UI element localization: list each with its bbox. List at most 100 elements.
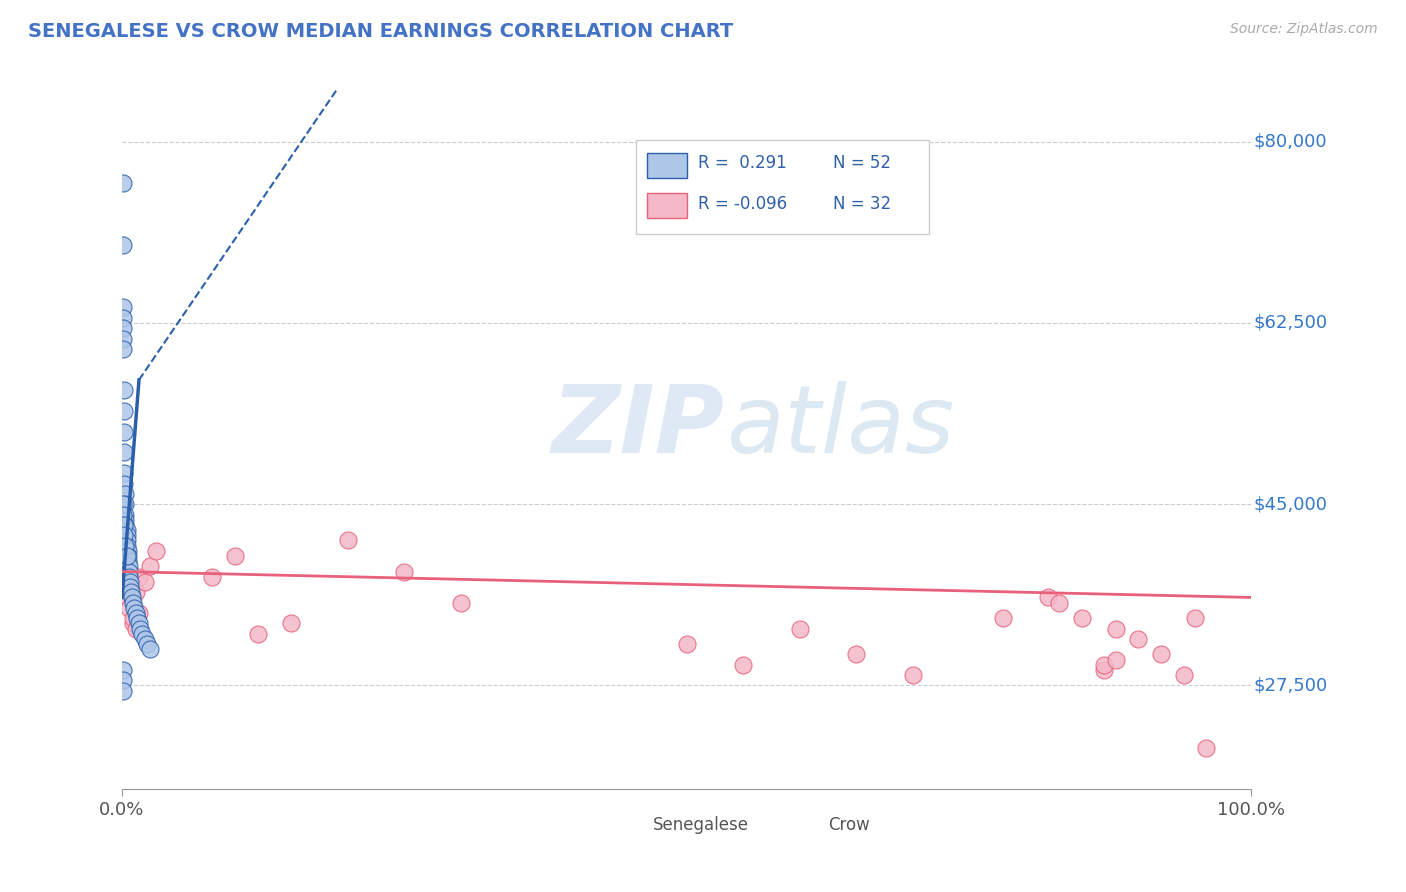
Point bbox=[115, 528, 138, 542]
Point bbox=[224, 549, 246, 563]
Point bbox=[112, 425, 135, 439]
Point bbox=[112, 528, 135, 542]
Text: R = -0.096: R = -0.096 bbox=[697, 195, 787, 213]
Text: SENEGALESE VS CROW MEDIAN EARNINGS CORRELATION CHART: SENEGALESE VS CROW MEDIAN EARNINGS CORRE… bbox=[28, 22, 734, 41]
Point bbox=[112, 673, 135, 688]
Point bbox=[114, 518, 136, 533]
Point bbox=[124, 585, 146, 599]
Point bbox=[128, 570, 150, 584]
Point bbox=[1094, 663, 1116, 677]
Point bbox=[120, 585, 142, 599]
FancyBboxPatch shape bbox=[647, 153, 686, 178]
Point bbox=[394, 565, 416, 579]
Text: $62,500: $62,500 bbox=[1254, 314, 1327, 332]
Point bbox=[1128, 632, 1150, 646]
Point bbox=[112, 332, 135, 346]
Point bbox=[112, 310, 135, 325]
Point bbox=[112, 508, 135, 522]
Point bbox=[1150, 648, 1173, 662]
Text: N = 52: N = 52 bbox=[834, 154, 891, 172]
Point bbox=[112, 238, 135, 252]
Text: $27,500: $27,500 bbox=[1254, 676, 1327, 695]
Point bbox=[134, 574, 156, 589]
Point bbox=[129, 622, 152, 636]
Point bbox=[114, 580, 136, 594]
Point bbox=[115, 523, 138, 537]
FancyBboxPatch shape bbox=[636, 140, 929, 235]
Point bbox=[845, 648, 868, 662]
Point bbox=[675, 637, 697, 651]
Text: Senegalese: Senegalese bbox=[652, 816, 749, 834]
Point bbox=[122, 616, 145, 631]
Point bbox=[124, 622, 146, 636]
Point bbox=[1105, 652, 1128, 666]
Point bbox=[112, 476, 135, 491]
Point bbox=[118, 559, 141, 574]
Point bbox=[112, 384, 135, 398]
Point bbox=[1070, 611, 1092, 625]
Point bbox=[117, 554, 139, 568]
Point bbox=[112, 683, 135, 698]
Point bbox=[115, 533, 138, 548]
Point bbox=[1036, 591, 1059, 605]
Point bbox=[112, 176, 135, 190]
Point bbox=[145, 544, 167, 558]
Text: Source: ZipAtlas.com: Source: ZipAtlas.com bbox=[1230, 22, 1378, 37]
Point bbox=[1184, 611, 1206, 625]
Point bbox=[114, 539, 136, 553]
FancyBboxPatch shape bbox=[647, 193, 686, 219]
Point bbox=[201, 570, 224, 584]
Text: atlas: atlas bbox=[725, 381, 955, 472]
Text: Crow: Crow bbox=[828, 816, 869, 834]
Point bbox=[115, 549, 138, 563]
FancyBboxPatch shape bbox=[607, 814, 641, 836]
Point bbox=[1047, 596, 1070, 610]
Point bbox=[112, 445, 135, 459]
Point bbox=[122, 596, 145, 610]
Point bbox=[115, 549, 138, 563]
Point bbox=[134, 632, 156, 646]
Point bbox=[112, 466, 135, 480]
Point bbox=[112, 342, 135, 356]
Point bbox=[118, 580, 141, 594]
Point bbox=[115, 539, 138, 553]
Point bbox=[118, 565, 141, 579]
Point bbox=[112, 559, 135, 574]
Point bbox=[118, 600, 141, 615]
Point bbox=[139, 559, 162, 574]
Point bbox=[114, 508, 136, 522]
Point bbox=[112, 497, 135, 511]
Point bbox=[117, 591, 139, 605]
Point bbox=[112, 321, 135, 335]
Point bbox=[124, 606, 146, 620]
Point bbox=[139, 642, 162, 657]
Point bbox=[114, 513, 136, 527]
Point bbox=[1173, 668, 1195, 682]
Point bbox=[117, 549, 139, 563]
Point bbox=[128, 606, 150, 620]
Point bbox=[112, 301, 135, 315]
Point bbox=[118, 574, 141, 589]
Point bbox=[135, 637, 157, 651]
Point bbox=[131, 626, 153, 640]
Point bbox=[450, 596, 472, 610]
Point bbox=[733, 657, 755, 672]
Point bbox=[1094, 657, 1116, 672]
Point bbox=[1195, 740, 1218, 755]
Point bbox=[112, 518, 135, 533]
Point bbox=[1105, 622, 1128, 636]
Point bbox=[118, 580, 141, 594]
Point bbox=[121, 591, 143, 605]
Text: $80,000: $80,000 bbox=[1254, 133, 1327, 151]
Text: ZIP: ZIP bbox=[551, 381, 724, 473]
Text: $45,000: $45,000 bbox=[1254, 495, 1327, 513]
Point bbox=[336, 533, 359, 548]
Point bbox=[112, 570, 135, 584]
Point bbox=[280, 616, 302, 631]
Point bbox=[125, 611, 148, 625]
Point bbox=[246, 626, 269, 640]
Point bbox=[901, 668, 924, 682]
Point bbox=[128, 616, 150, 631]
Point bbox=[117, 544, 139, 558]
FancyBboxPatch shape bbox=[783, 814, 817, 836]
